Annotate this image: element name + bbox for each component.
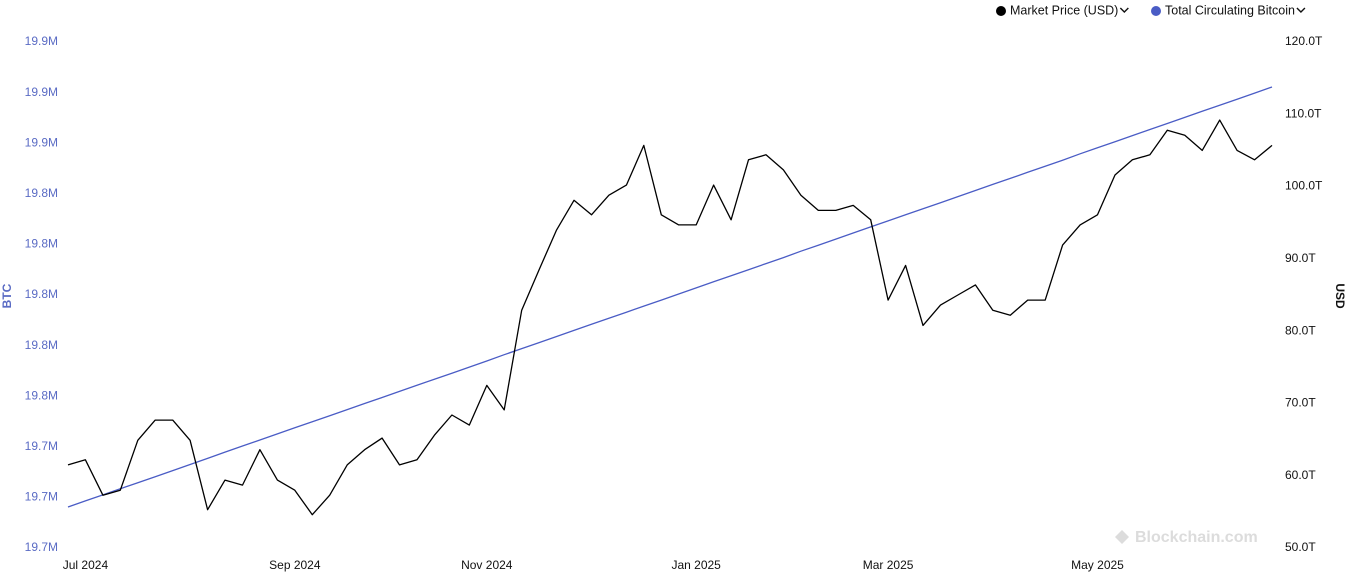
y2-tick-label: 90.0T bbox=[1285, 251, 1316, 265]
y-tick-label: 19.8M bbox=[25, 338, 58, 352]
y-tick-label: 19.8M bbox=[25, 388, 58, 402]
y-axis-title: BTC bbox=[0, 283, 14, 308]
x-tick-label: Sep 2024 bbox=[269, 558, 321, 572]
y-tick-label: 19.9M bbox=[25, 85, 58, 99]
watermark-text: Blockchain.com bbox=[1135, 529, 1258, 546]
legend-label: Market Price (USD) bbox=[1010, 3, 1118, 17]
y-tick-label: 19.8M bbox=[25, 237, 58, 251]
x-tick-label: Jan 2025 bbox=[671, 558, 721, 572]
y2-tick-label: 100.0T bbox=[1285, 179, 1323, 193]
y2-tick-label: 50.0T bbox=[1285, 540, 1316, 554]
legend: Market Price (USD) Total Circulating Bitc… bbox=[996, 3, 1306, 17]
legend-marker bbox=[1151, 6, 1161, 16]
watermark-icon bbox=[1115, 530, 1129, 544]
legend-marker bbox=[996, 6, 1006, 16]
x-tick-label: May 2025 bbox=[1071, 558, 1124, 572]
y2-tick-label: 70.0T bbox=[1285, 396, 1316, 410]
y2-tick-label: 60.0T bbox=[1285, 468, 1316, 482]
watermark: Blockchain.com bbox=[1115, 529, 1258, 546]
y2-axis-title: USD bbox=[1333, 283, 1347, 309]
y-tick-label: 19.7M bbox=[25, 439, 58, 453]
y-tick-label: 19.8M bbox=[25, 287, 58, 301]
y-tick-label: 19.7M bbox=[25, 540, 58, 554]
legend-label: Total Circulating Bitcoin bbox=[1165, 3, 1295, 17]
y2-tick-label: 110.0T bbox=[1285, 106, 1322, 120]
legend-chevron[interactable] bbox=[1119, 7, 1129, 13]
y-tick-label: 19.8M bbox=[25, 186, 58, 200]
y-tick-label: 19.9M bbox=[25, 34, 58, 48]
y2-tick-label: 120.0T bbox=[1285, 34, 1323, 48]
series-line bbox=[67, 119, 1273, 516]
y2-tick-label: 80.0T bbox=[1285, 323, 1316, 337]
legend-chevron[interactable] bbox=[1296, 7, 1306, 13]
legend-item[interactable]: Market Price (USD) bbox=[996, 3, 1129, 17]
y-tick-label: 19.7M bbox=[25, 490, 58, 504]
y-tick-label: 19.9M bbox=[25, 135, 58, 149]
x-tick-label: Jul 2024 bbox=[63, 558, 109, 572]
x-tick-label: Nov 2024 bbox=[461, 558, 513, 572]
legend-item[interactable]: Total Circulating Bitcoin bbox=[1151, 3, 1306, 17]
x-tick-label: Mar 2025 bbox=[863, 558, 914, 572]
series-line bbox=[67, 86, 1273, 508]
